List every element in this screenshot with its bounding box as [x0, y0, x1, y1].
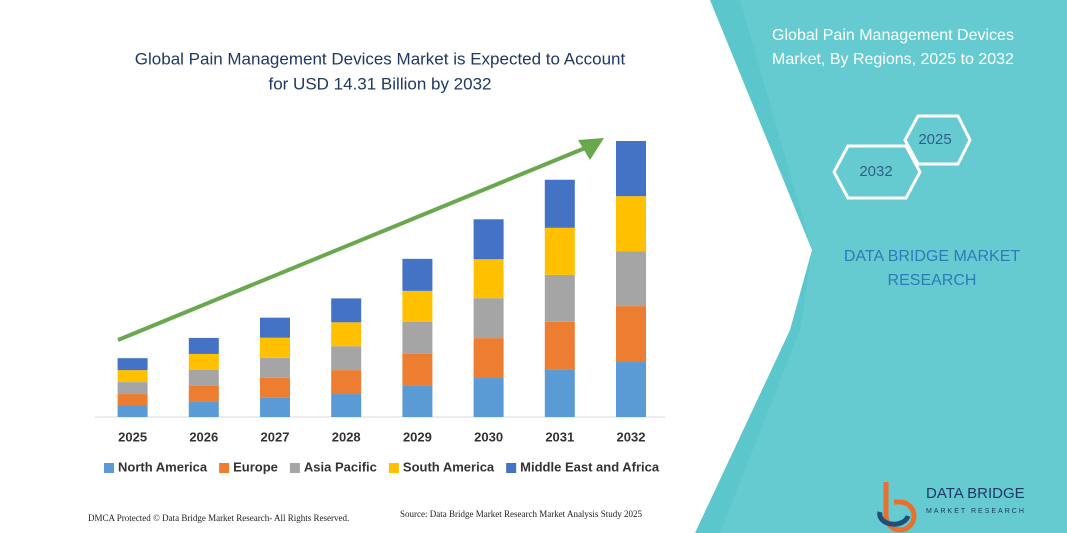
bar-segment [260, 317, 290, 338]
copyright: DMCA Protected © Data Bridge Market Rese… [88, 513, 349, 523]
source: Source: Data Bridge Market Research Mark… [400, 509, 642, 519]
x-tick-label: 2025 [118, 429, 147, 444]
logo-name: DATA BRIDGE [926, 485, 1025, 502]
bar-segment [616, 251, 646, 307]
x-tick-label: 2030 [474, 429, 503, 444]
bar-segment [402, 385, 433, 417]
legend-label: Europe [233, 459, 278, 474]
bar-segment [188, 369, 219, 386]
bar-segment [117, 405, 148, 417]
trend-arrowhead [578, 138, 604, 160]
bar-segment [260, 397, 290, 417]
x-tick-label: 2032 [617, 429, 646, 444]
bar-segment [117, 382, 148, 395]
bar-segment [544, 369, 575, 417]
bar-segment [331, 370, 362, 395]
bar-segment [331, 346, 362, 371]
legend-swatch [506, 463, 517, 473]
bar-segment [616, 196, 646, 252]
legend-swatch [219, 463, 230, 473]
legend-swatch [289, 463, 300, 473]
bar-segment [188, 353, 219, 370]
bar-segment [616, 141, 646, 197]
bar-segment [402, 353, 433, 386]
bar-segment [473, 219, 504, 260]
bar-segment [616, 362, 646, 417]
hexagon [832, 144, 922, 200]
hexagon-label: 2032 [859, 163, 892, 180]
side-panel-shade [720, 0, 1067, 533]
bar-segment [473, 259, 504, 299]
brand: DATA BRIDGE MARKET [844, 248, 1021, 265]
x-tick-label: 2028 [332, 429, 361, 444]
side-title: Global Pain Management Devices [772, 27, 1014, 44]
bar-segment [402, 290, 433, 322]
bar-segment [188, 401, 219, 417]
bar-segment [473, 378, 504, 417]
bar-segment [544, 274, 575, 322]
logo-icon [877, 511, 911, 527]
bar-segment [188, 337, 219, 354]
trend-arrow [117, 144, 591, 342]
bar-segment [402, 258, 433, 291]
hexagon [903, 114, 972, 166]
brand: RESEARCH [888, 272, 977, 289]
bar-segment [331, 394, 362, 417]
bar-segment [331, 298, 362, 323]
bar-segment [117, 394, 148, 406]
legend-swatch [388, 463, 399, 473]
bar-segment [117, 358, 148, 371]
chart-title: Global Pain Management Devices Market is… [135, 49, 626, 68]
legend-label: North America [118, 459, 208, 474]
x-tick-label: 2026 [189, 429, 218, 444]
bar-segment [260, 377, 290, 398]
side-title: Market, By Regions, 2025 to 2032 [772, 51, 1014, 68]
bar-segment [117, 370, 148, 383]
bar-segment [473, 338, 504, 379]
hexagon-label: 2025 [918, 131, 951, 148]
bar-segment [473, 298, 504, 339]
legend-label: South America [403, 459, 495, 474]
x-tick-label: 2027 [261, 429, 290, 444]
x-tick-label: 2029 [403, 429, 432, 444]
bar-segment [331, 322, 362, 347]
bar-segment [188, 385, 219, 402]
bar-segment [544, 179, 575, 228]
legend-swatch [104, 463, 114, 473]
x-tick-label: 2031 [545, 429, 574, 444]
bar-segment [402, 321, 433, 354]
bar-segment [544, 227, 575, 275]
legend-label: Asia Pacific [304, 459, 377, 474]
logo-tagline: MARKET RESEARCH [926, 508, 1026, 515]
bar-segment [260, 337, 290, 358]
chart-title: for USD 14.31 Billion by 2032 [268, 74, 491, 93]
bar-segment [616, 306, 646, 363]
legend-label: Middle East and Africa [520, 459, 660, 474]
bar-segment [260, 357, 290, 378]
bar-segment [544, 321, 575, 370]
